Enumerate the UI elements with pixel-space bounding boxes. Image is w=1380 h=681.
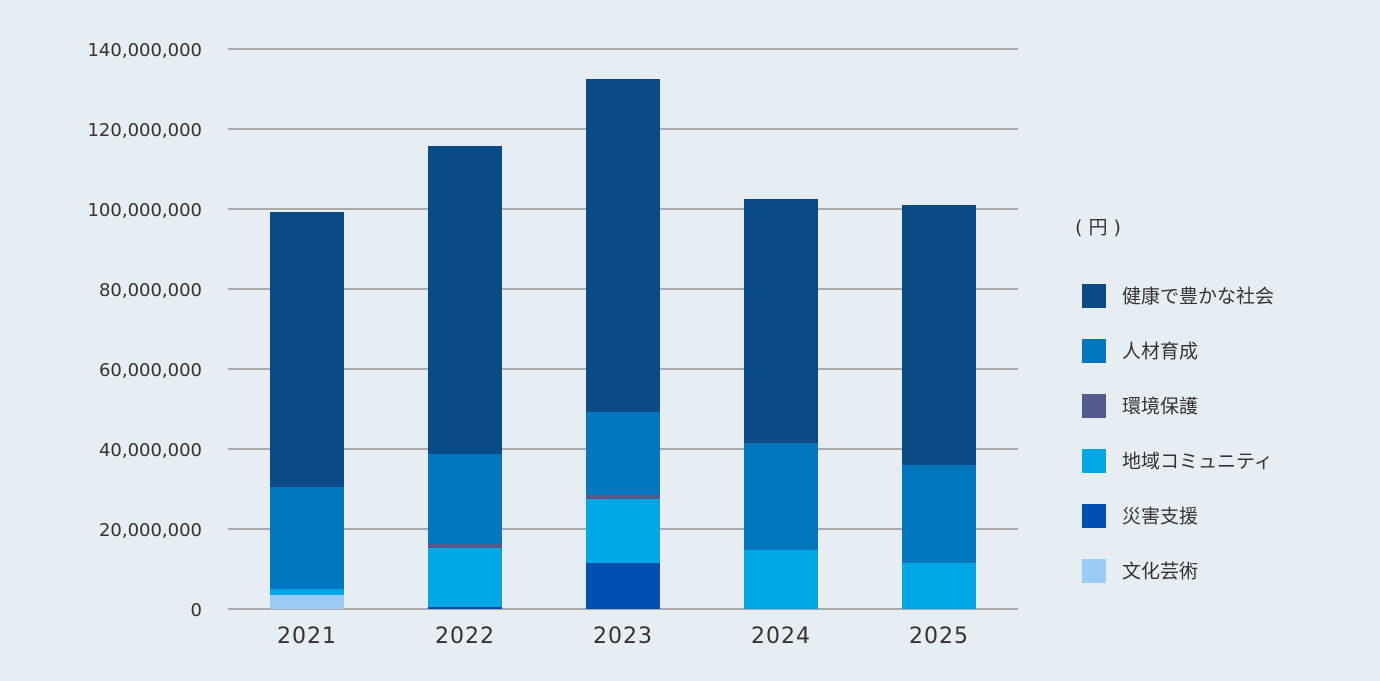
bar-segment bbox=[428, 454, 502, 544]
unit-label: ( 円 ) bbox=[1075, 217, 1121, 239]
bar-segment bbox=[744, 550, 818, 609]
y-tick-label: 80,000,000 bbox=[99, 280, 202, 301]
bar-segment bbox=[902, 205, 976, 465]
y-tick-label: 100,000,000 bbox=[87, 200, 202, 221]
legend-swatch bbox=[1082, 504, 1106, 528]
legend-label: 地域コミュニティ bbox=[1122, 451, 1273, 473]
legend-swatch bbox=[1082, 394, 1106, 418]
bar-segment bbox=[902, 465, 976, 563]
legend-swatch bbox=[1082, 339, 1106, 363]
y-tick-label: 60,000,000 bbox=[99, 360, 202, 381]
bar-segment bbox=[744, 443, 818, 550]
bar-segment bbox=[586, 495, 660, 499]
legend-label: 文化芸術 bbox=[1122, 561, 1198, 583]
x-tick-label: 2025 bbox=[909, 624, 969, 649]
x-tick-label: 2023 bbox=[593, 624, 653, 649]
bar-segment bbox=[270, 212, 344, 487]
legend-label: 災害支援 bbox=[1122, 506, 1198, 528]
y-tick-label: 40,000,000 bbox=[99, 440, 202, 461]
bar-segment bbox=[902, 563, 976, 609]
legend-swatch bbox=[1082, 284, 1106, 308]
bar-segment bbox=[586, 79, 660, 412]
bar-segment bbox=[270, 589, 344, 595]
bar-segment bbox=[586, 499, 660, 563]
legend-label: 人材育成 bbox=[1122, 341, 1198, 363]
x-tick-label: 2024 bbox=[751, 624, 811, 649]
legend-label: 健康で豊かな社会 bbox=[1122, 286, 1274, 308]
legend-swatch bbox=[1082, 449, 1106, 473]
y-tick-label: 20,000,000 bbox=[99, 520, 202, 541]
bar-segment bbox=[586, 412, 660, 495]
bar-segment bbox=[428, 607, 502, 609]
y-tick-label: 120,000,000 bbox=[87, 120, 202, 141]
bar-segment bbox=[428, 544, 502, 548]
legend-label: 環境保護 bbox=[1122, 396, 1198, 418]
legend-swatch bbox=[1082, 559, 1106, 583]
bar-segment bbox=[744, 199, 818, 443]
bar-segment bbox=[428, 548, 502, 607]
bar-segment bbox=[270, 595, 344, 609]
bar-segment bbox=[586, 563, 660, 609]
x-tick-label: 2021 bbox=[277, 624, 337, 649]
y-tick-label: 140,000,000 bbox=[87, 40, 202, 61]
bar-segment bbox=[428, 146, 502, 454]
y-tick-label: 0 bbox=[191, 600, 202, 621]
bar-segment bbox=[270, 487, 344, 589]
x-tick-label: 2022 bbox=[435, 624, 495, 649]
